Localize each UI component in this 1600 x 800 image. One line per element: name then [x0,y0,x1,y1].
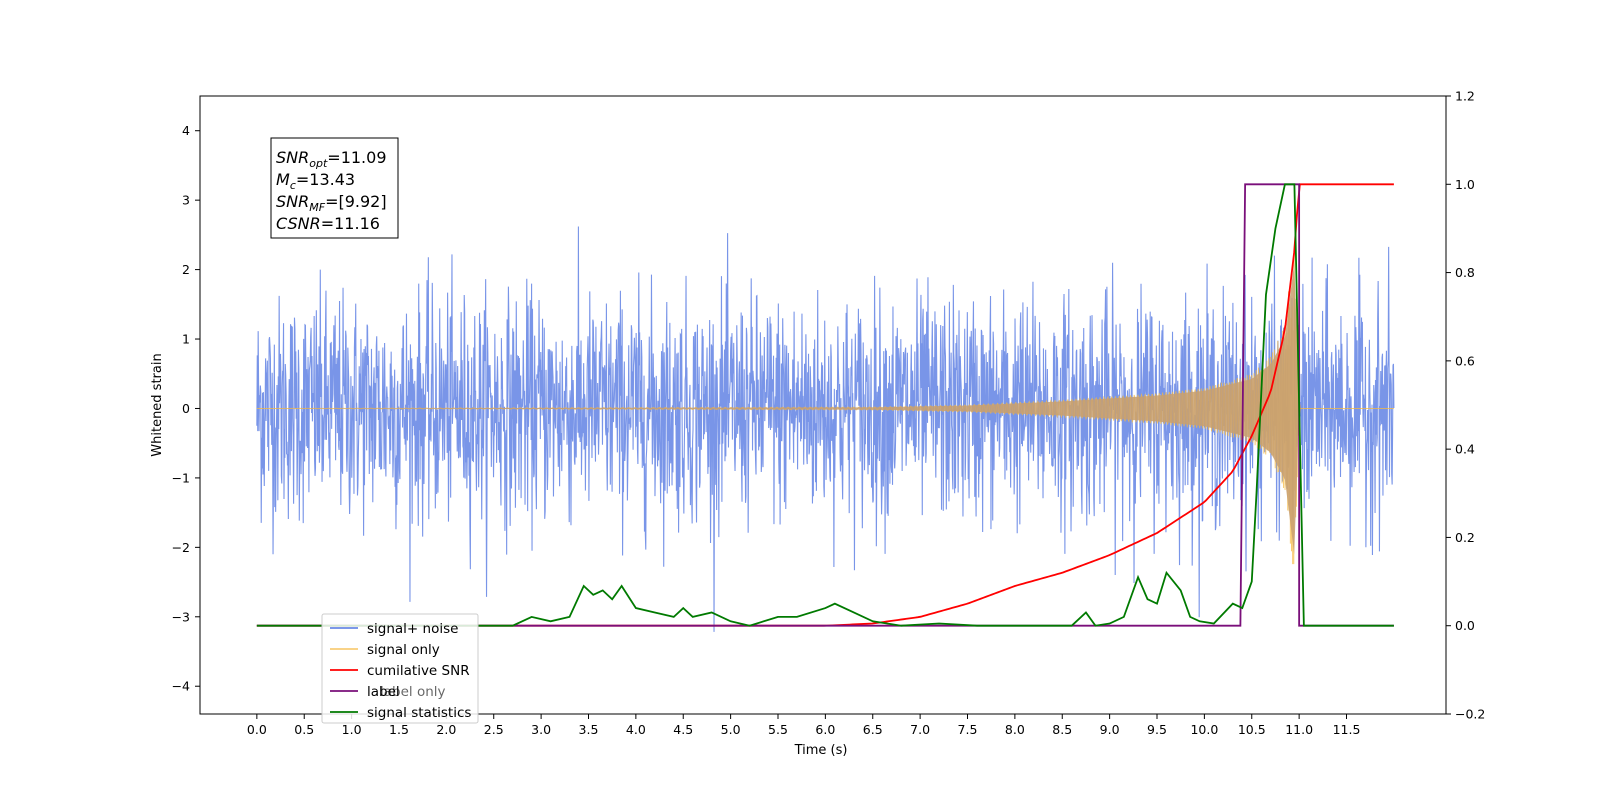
x-tick-label: 1.5 [389,722,409,737]
annotation-line: Mc=13.43 [276,170,355,192]
y-tick-label: −3 [172,609,190,624]
legend-entry: signal statistics [367,705,471,721]
x-tick-label: 6.5 [863,722,883,737]
y-tick-label: −2 [172,540,190,555]
x-tick-label: 8.0 [1005,722,1025,737]
signal-only-envelope [256,262,1392,555]
legend-entry: signal only [367,642,440,658]
x-tick-label: 10.5 [1238,722,1266,737]
plot-frame [199,95,1447,715]
y2-tick-label: 0.6 [1455,353,1475,368]
y-axis-right: −0.2 0.0 0.2 0.4 0.6 0.8 1.0 1.2 [1446,89,1485,722]
y-tick-label: 2 [182,262,190,277]
annotation-line: SNRMF=[9.92] [276,192,387,214]
y-tick-label: −1 [172,470,190,485]
x-axis: 0.0 0.5 1.0 1.5 2.0 2.5 3.0 3.5 4.0 4.5 5.0 5.5 6.0 6… [247,714,1361,737]
y2-tick-label: 0.0 [1455,618,1475,633]
y-tick-label: −4 [172,679,190,694]
y-axis-label: Whitened strain [150,353,165,456]
legend-ghost-entry: label only [380,684,446,700]
x-tick-label: 3.5 [579,722,599,737]
signal-statistics-line [256,183,1394,627]
x-tick-label: 6.0 [815,722,835,737]
annotation-line: SNRopt=11.09 [276,148,387,170]
x-tick-label: 1.0 [342,722,362,737]
annotation-box: SNRopt=11.09Mc=13.43SNRMF=[9.92]CSNR=11.… [270,137,399,239]
y2-tick-label: 1.0 [1455,177,1475,192]
y-tick-label: 3 [182,193,190,208]
x-tick-label: 3.0 [531,722,551,737]
x-tick-label: 0.0 [247,722,267,737]
y-tick-label: 0 [182,401,190,416]
x-tick-label: 4.0 [626,722,646,737]
legend-entry: signal+ noise [367,621,458,637]
x-tick-label: 4.5 [673,722,693,737]
x-tick-label: 5.5 [768,722,788,737]
plot-area [256,183,1395,632]
y2-tick-label: −0.2 [1455,707,1485,722]
x-tick-label: 9.0 [1100,722,1120,737]
y2-tick-label: 0.2 [1455,530,1475,545]
x-tick-label: 0.5 [294,722,314,737]
y-axis-left: −4 −3 −2 −1 0 1 2 3 4 [172,123,200,694]
y2-tick-label: 0.8 [1455,265,1475,280]
y2-tick-label: 1.2 [1455,89,1475,104]
x-tick-label: 7.0 [910,722,930,737]
x-tick-label: 7.5 [958,722,978,737]
x-tick-label: 2.5 [484,722,504,737]
x-tick-label: 5.0 [721,722,741,737]
y-tick-label: 1 [182,332,190,347]
x-tick-label: 9.5 [1147,722,1167,737]
y-tick-label: 4 [182,123,190,138]
x-tick-label: 10.0 [1190,722,1218,737]
y2-tick-label: 0.4 [1455,442,1475,457]
annotation-line: CSNR=11.16 [276,214,380,233]
x-tick-label: 11.5 [1333,722,1361,737]
x-axis-label: Time (s) [794,743,848,758]
legend-entry: label [367,684,400,700]
x-tick-label: 8.5 [1052,722,1072,737]
x-tick-label: 11.0 [1285,722,1313,737]
x-tick-label: 2.0 [436,722,456,737]
legend-entry: cumilative SNR [367,663,470,679]
legend: signal+ noise signal only cumilative SNR la… [321,613,479,724]
